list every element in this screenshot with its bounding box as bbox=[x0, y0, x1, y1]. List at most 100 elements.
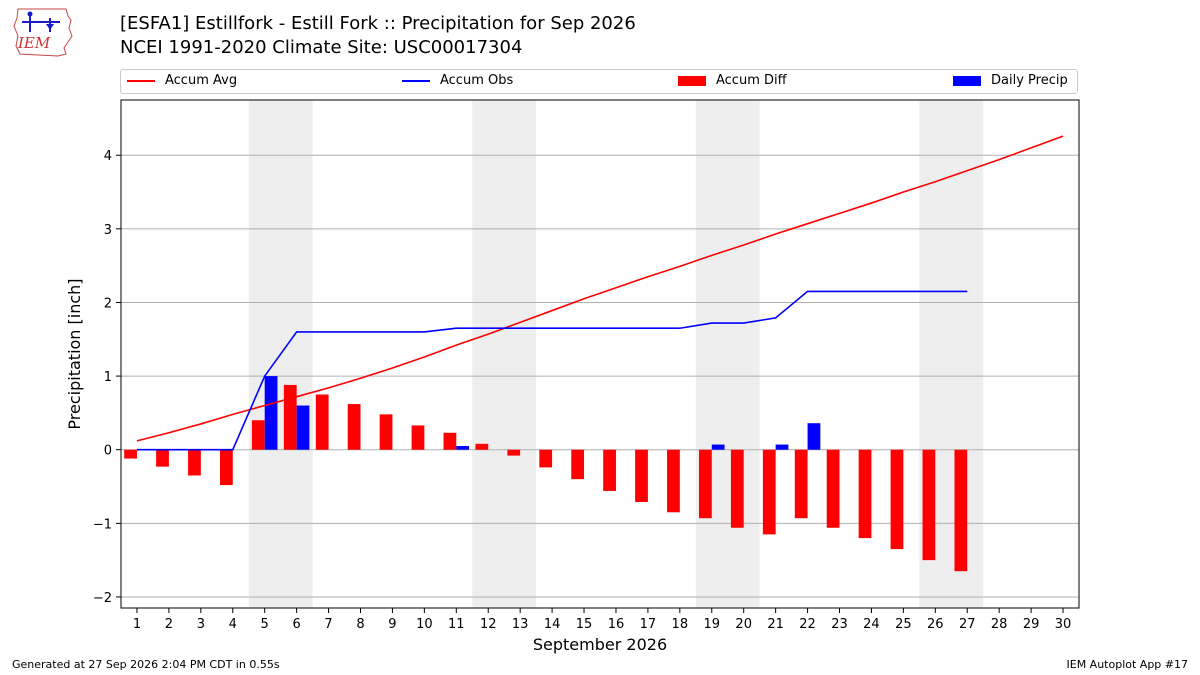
y-tick-label: 1 bbox=[104, 370, 112, 385]
accum-diff-bar bbox=[826, 449, 840, 528]
x-tick-label: 22 bbox=[799, 617, 816, 632]
accum-diff-bar bbox=[124, 449, 137, 459]
x-tick-label: 11 bbox=[448, 617, 465, 632]
legend-swatch-accum-diff bbox=[678, 75, 706, 86]
accum-diff-bar bbox=[539, 449, 553, 468]
x-tick-label: 30 bbox=[1055, 617, 1072, 632]
chart-subtitle: NCEI 1991-2020 Climate Site: USC00017304 bbox=[120, 37, 523, 58]
legend-swatch-accum-avg bbox=[127, 79, 155, 82]
x-tick-label: 23 bbox=[831, 617, 848, 632]
legend-label-accum-avg: Accum Avg bbox=[165, 73, 238, 88]
accum-diff-bar bbox=[411, 425, 425, 450]
weekend-shading bbox=[248, 100, 984, 608]
legend-item-accum-avg: Accum Avg bbox=[127, 73, 237, 88]
x-tick-label: 14 bbox=[544, 617, 561, 632]
x-tick-label: 2 bbox=[165, 617, 173, 632]
accum-diff-bar bbox=[667, 449, 680, 513]
plot-frame bbox=[120, 99, 1080, 609]
x-tick-label: 27 bbox=[959, 617, 976, 632]
line-series bbox=[136, 135, 1064, 451]
accum-diff-bar bbox=[794, 449, 808, 519]
x-tick-label: 3 bbox=[197, 617, 205, 632]
daily-precip-bar bbox=[711, 444, 725, 450]
legend-item-accum-diff: Accum Diff bbox=[678, 73, 787, 88]
daily-precip-bar bbox=[264, 376, 278, 450]
accum-diff-bar bbox=[922, 449, 936, 561]
accum-diff-bar bbox=[188, 449, 201, 476]
accum-diff-bar bbox=[858, 449, 872, 539]
y-tick-label: 3 bbox=[104, 223, 112, 238]
y-gridlines bbox=[121, 154, 1079, 598]
legend-swatch-daily-precip bbox=[953, 75, 981, 86]
x-tick-label: 29 bbox=[1023, 617, 1040, 632]
accum-diff-bar bbox=[283, 384, 297, 450]
x-tick-label: 1 bbox=[133, 617, 141, 632]
x-tick-label: 16 bbox=[608, 617, 625, 632]
daily-precip-bar bbox=[775, 444, 789, 450]
legend-item-daily-precip: Daily Precip bbox=[953, 73, 1068, 88]
y-tick-label: −1 bbox=[93, 517, 112, 532]
x-tick-label: 15 bbox=[576, 617, 593, 632]
footer-generated-text: Generated at 27 Sep 2026 2:04 PM CDT in … bbox=[12, 658, 280, 671]
x-tick-label: 5 bbox=[261, 617, 269, 632]
legend-swatch-accum-obs bbox=[402, 79, 430, 82]
x-tick-label: 10 bbox=[416, 617, 433, 632]
x-tick-label: 25 bbox=[895, 617, 912, 632]
x-tick-label: 7 bbox=[324, 617, 332, 632]
accum-diff-bar bbox=[219, 449, 233, 486]
x-tick-label: 26 bbox=[927, 617, 944, 632]
logo-text: IEM bbox=[17, 34, 51, 52]
accum-diff-bar bbox=[347, 404, 361, 450]
daily-precip-bar bbox=[296, 405, 310, 450]
x-tick-label: 21 bbox=[767, 617, 784, 632]
legend-item-accum-obs: Accum Obs bbox=[402, 73, 513, 88]
daily-precip-bar bbox=[456, 446, 470, 450]
iem-logo: IEM bbox=[13, 8, 73, 57]
legend: Accum Avg Accum Obs Accum Diff Daily Pre… bbox=[120, 69, 1078, 94]
weekend-band bbox=[472, 100, 537, 608]
accum-diff-bar bbox=[698, 449, 712, 519]
accum-diff-bar bbox=[890, 449, 904, 550]
accum-diff-bar bbox=[762, 449, 776, 535]
accum-diff-bar bbox=[730, 449, 744, 528]
x-tick-label: 18 bbox=[672, 617, 689, 632]
x-tick-label: 24 bbox=[863, 617, 880, 632]
daily-precip-bar bbox=[807, 423, 821, 450]
x-tick-label: 12 bbox=[480, 617, 497, 632]
accum-diff-bar bbox=[251, 420, 265, 450]
x-tick-label: 6 bbox=[292, 617, 300, 632]
legend-label-accum-obs: Accum Obs bbox=[440, 73, 514, 88]
y-tick-label: −2 bbox=[93, 591, 112, 606]
accum-avg-line bbox=[136, 135, 1064, 442]
accum-diff-bar bbox=[379, 414, 393, 450]
y-axis-label: Precipitation [inch] bbox=[65, 278, 84, 429]
accum-diff-bar bbox=[475, 443, 489, 450]
x-axis-label: September 2026 bbox=[533, 635, 667, 654]
x-tick-label: 28 bbox=[991, 617, 1008, 632]
x-tick-label: 9 bbox=[388, 617, 396, 632]
x-tick-label: 17 bbox=[640, 617, 657, 632]
x-tick-label: 20 bbox=[735, 617, 752, 632]
bar-series bbox=[124, 376, 968, 572]
accum-obs-line bbox=[136, 290, 968, 451]
accum-diff-bar bbox=[507, 449, 521, 456]
x-tick-label: 13 bbox=[512, 617, 529, 632]
x-tick-label: 19 bbox=[703, 617, 720, 632]
y-tick-label: 0 bbox=[104, 444, 112, 459]
y-tick-label: 2 bbox=[104, 296, 112, 311]
x-tick-label: 8 bbox=[356, 617, 364, 632]
y-tick-label: 4 bbox=[104, 149, 112, 164]
footer-app-text: IEM Autoplot App #17 bbox=[1066, 658, 1189, 671]
accum-diff-bar bbox=[635, 449, 648, 502]
chart-title: [ESFA1] Estillfork - Estill Fork :: Prec… bbox=[120, 13, 636, 34]
accum-diff-bar bbox=[315, 394, 329, 450]
accum-diff-bar bbox=[156, 449, 169, 467]
accum-diff-bar bbox=[603, 449, 616, 491]
accum-diff-bar bbox=[443, 432, 457, 450]
accum-diff-bar bbox=[954, 449, 968, 572]
x-tick-label: 4 bbox=[229, 617, 237, 632]
legend-label-accum-diff: Accum Diff bbox=[716, 73, 787, 88]
accum-diff-bar bbox=[571, 449, 585, 480]
